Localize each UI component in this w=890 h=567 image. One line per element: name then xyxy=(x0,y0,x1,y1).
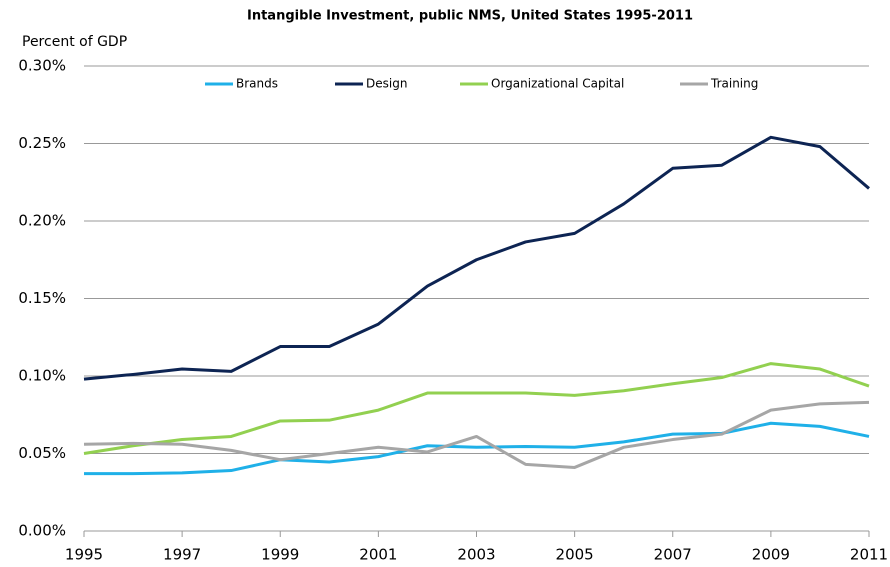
legend-label: Design xyxy=(366,77,407,91)
x-tick-label: 2003 xyxy=(457,546,495,564)
chart-title: Intangible Investment, public NMS, Unite… xyxy=(247,9,693,24)
x-tick-label: 2005 xyxy=(556,546,594,564)
y-tick-label: 0.00% xyxy=(18,522,66,540)
x-tick-label: 1997 xyxy=(163,546,201,564)
x-tick-label: 1999 xyxy=(261,546,299,564)
series-line xyxy=(84,421,870,476)
y-tick-label: 0.15% xyxy=(18,289,66,307)
y-tick-label: 0.10% xyxy=(18,367,66,385)
y-tick-label: 0.20% xyxy=(18,212,66,230)
y-axis-label: Percent of GDP xyxy=(22,34,127,50)
series-line xyxy=(83,362,870,455)
series-line xyxy=(83,135,870,381)
x-tick-label: 2007 xyxy=(654,546,692,564)
legend-label: Training xyxy=(710,77,758,91)
x-tick-label: 1995 xyxy=(65,546,103,564)
x-tick-label: 2011 xyxy=(850,546,888,564)
y-tick-label: 0.05% xyxy=(18,444,66,462)
legend-label: Brands xyxy=(236,77,278,91)
y-tick-label: 0.25% xyxy=(18,134,66,152)
x-tick-label: 2009 xyxy=(752,546,790,564)
x-tick-label: 2001 xyxy=(359,546,397,564)
series-line xyxy=(83,400,870,469)
y-tick-label: 0.30% xyxy=(18,57,66,75)
legend-label: Organizational Capital xyxy=(491,77,624,91)
